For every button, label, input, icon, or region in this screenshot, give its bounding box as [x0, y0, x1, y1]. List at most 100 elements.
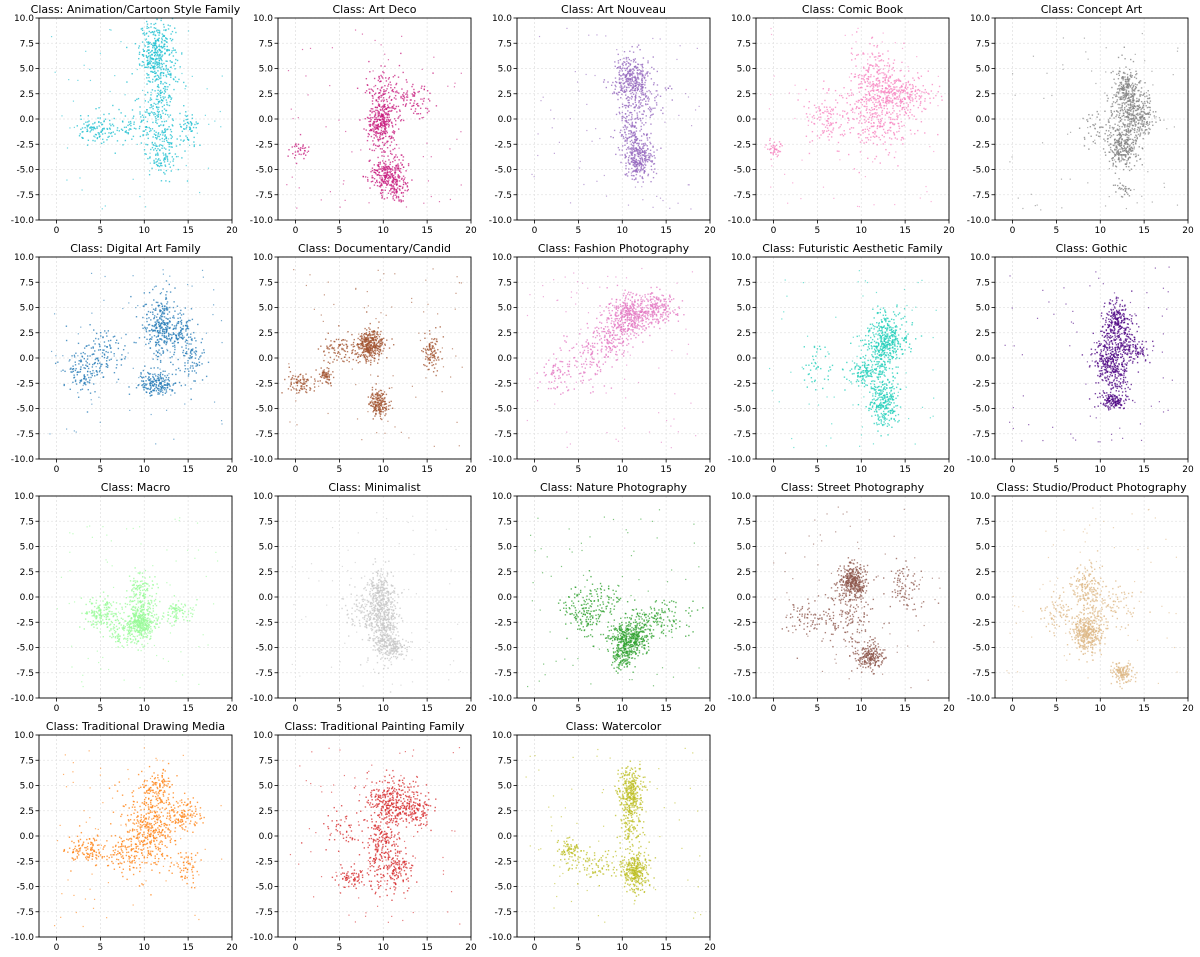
scatter-point [1120, 107, 1122, 109]
scatter-point [632, 151, 634, 153]
scatter-point [633, 131, 635, 134]
scatter-point [367, 178, 369, 181]
scatter-point [175, 31, 177, 34]
scatter-point [386, 107, 388, 110]
scatter-point [1128, 83, 1130, 85]
scatter-point [1125, 105, 1128, 107]
scatter-point [770, 145, 773, 147]
scatter-point [154, 116, 157, 118]
scatter-point [832, 109, 834, 112]
scatter-point [78, 135, 81, 137]
scatter-point [374, 172, 377, 174]
scatter-point [621, 149, 623, 151]
scatter-point [902, 143, 904, 145]
scatter-point [1110, 115, 1113, 117]
scatter-point [850, 73, 853, 75]
scatter-point [186, 115, 189, 117]
scatter-point [627, 110, 629, 112]
scatter-point [1089, 117, 1091, 120]
scatter-point [842, 116, 844, 118]
scatter-point [89, 127, 91, 129]
scatter-point [1127, 125, 1130, 128]
scatter-point [374, 92, 377, 94]
scatter-point [621, 111, 624, 114]
scatter-point [392, 179, 394, 181]
scatter-point [398, 159, 400, 161]
scatter-point [882, 101, 884, 104]
scatter-point [1102, 126, 1104, 129]
scatter-point [164, 130, 167, 132]
scatter-point [172, 119, 174, 122]
scatter-point [1106, 100, 1109, 102]
x-tick-label: 20 [226, 226, 238, 236]
scatter-point [862, 115, 865, 117]
scatter-point [122, 121, 124, 123]
scatter-point [1118, 125, 1121, 128]
scatter-point [421, 68, 423, 70]
scatter-point [616, 49, 618, 51]
scatter-point [380, 122, 382, 125]
scatter-point [162, 152, 164, 154]
scatter-point [656, 104, 658, 106]
scatter-point [123, 126, 126, 129]
scatter-point [1111, 157, 1113, 160]
scatter-point [882, 80, 884, 83]
scatter-point [639, 96, 642, 99]
scatter-point [866, 137, 869, 139]
scatter-point [851, 34, 853, 36]
scatter-point [1141, 128, 1143, 130]
scatter-point [649, 155, 651, 157]
scatter-point [304, 150, 306, 152]
scatter-point [636, 142, 639, 145]
scatter-point [1118, 85, 1120, 87]
scatter-point [149, 66, 152, 69]
scatter-point [621, 103, 624, 105]
scatter-point [1117, 150, 1119, 152]
scatter-point [864, 131, 866, 133]
scatter-point [1116, 73, 1118, 76]
scatter-point [1126, 80, 1128, 83]
scatter-point [622, 79, 624, 82]
scatter-point [1139, 116, 1142, 119]
y-tick-label: 2.5 [259, 90, 273, 100]
scatter-point [383, 108, 386, 111]
scatter-point [394, 181, 397, 184]
scatter-point [1142, 102, 1144, 105]
scatter-point [399, 114, 401, 117]
scatter-point [915, 85, 917, 88]
scatter-point [875, 101, 877, 104]
scatter-point [101, 208, 103, 210]
scatter-point [381, 76, 383, 78]
scatter-point [901, 100, 903, 103]
scatter-point [169, 114, 172, 116]
scatter-point [1118, 161, 1121, 163]
scatter-point [1138, 130, 1140, 132]
scatter-point [168, 149, 170, 151]
scatter-point [1126, 125, 1128, 128]
scatter-point [373, 86, 375, 88]
scatter-point [389, 110, 391, 112]
scatter-point [160, 18, 163, 19]
scatter-point [867, 99, 869, 101]
scatter-point [376, 126, 379, 129]
scatter-point [1090, 135, 1092, 137]
scatter-point [1129, 147, 1131, 150]
scatter-point [619, 58, 622, 61]
scatter-point [143, 32, 145, 34]
scatter-point [643, 76, 645, 78]
scatter-point [381, 134, 383, 136]
scatter-point [807, 120, 810, 122]
scatter-point [165, 120, 168, 122]
scatter-point [923, 107, 925, 110]
scatter-point [634, 88, 636, 90]
scatter-point [1120, 85, 1123, 88]
scatter-point [380, 127, 383, 129]
scatter-point [165, 69, 167, 71]
scatter-point [917, 129, 919, 132]
scatter-point [632, 161, 634, 164]
scatter-point [644, 152, 646, 155]
scatter-point [773, 147, 776, 149]
scatter-point [1132, 95, 1135, 98]
scatter-point [909, 111, 911, 114]
scatter-point [1121, 118, 1123, 121]
